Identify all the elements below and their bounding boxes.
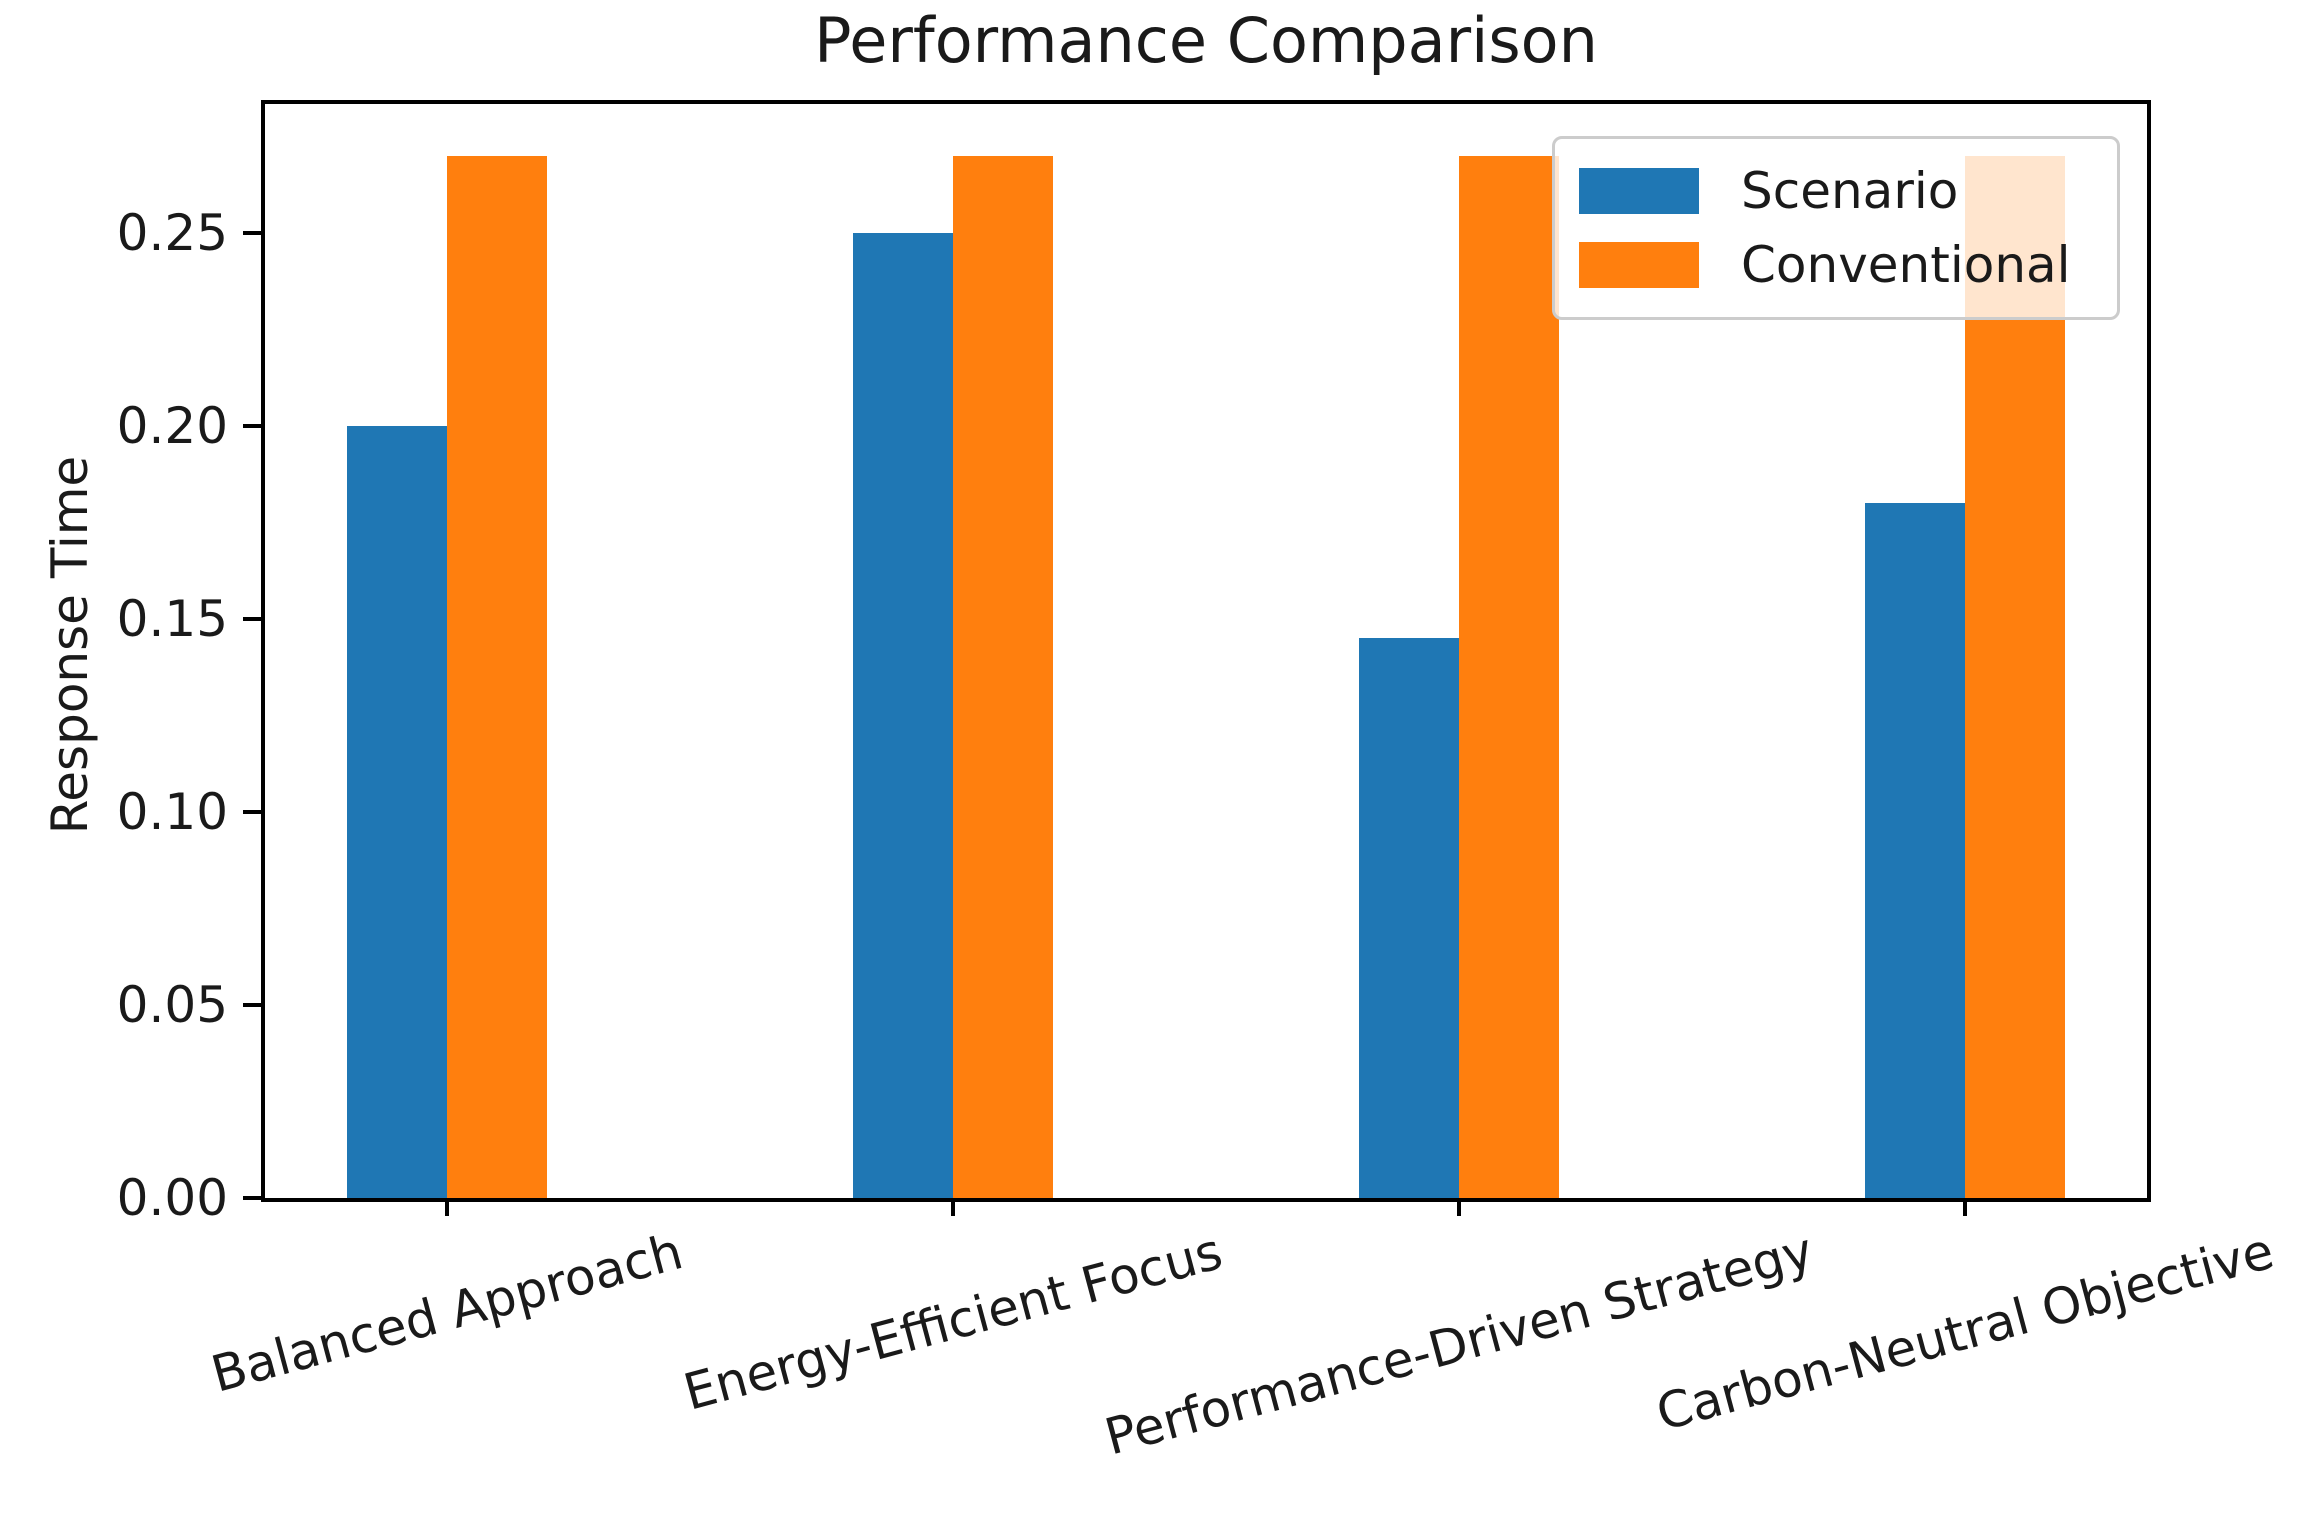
x-tick-label-0: Balanced Approach bbox=[205, 1222, 689, 1404]
legend-item-scenario: Scenario bbox=[1579, 162, 2093, 220]
y-tick-label-0.10: 0.10 bbox=[116, 783, 228, 842]
chart-title: Performance Comparison bbox=[814, 4, 1598, 77]
y-tick-mark-0.25 bbox=[243, 231, 261, 236]
y-tick-label-0.05: 0.05 bbox=[116, 976, 228, 1035]
x-tick-mark-3 bbox=[1963, 1198, 1967, 1216]
bar-conventional-1 bbox=[953, 156, 1053, 1198]
y-tick-mark-0.00 bbox=[243, 1196, 261, 1200]
bar-conventional-0 bbox=[447, 156, 547, 1198]
y-tick-label-0.25: 0.25 bbox=[116, 204, 228, 263]
x-tick-mark-0 bbox=[445, 1198, 449, 1216]
x-tick-mark-1 bbox=[951, 1198, 955, 1216]
bar-scenario-0 bbox=[347, 426, 447, 1198]
bar-scenario-1 bbox=[853, 233, 953, 1198]
y-tick-label-0.00: 0.00 bbox=[116, 1169, 228, 1227]
x-tick-mark-2 bbox=[1457, 1198, 1461, 1216]
legend-item-conventional: Conventional bbox=[1579, 236, 2093, 294]
y-tick-label-0.15: 0.15 bbox=[116, 590, 228, 649]
legend-swatch-conventional bbox=[1579, 242, 1699, 289]
x-tick-label-1: Energy-Efficient Focus bbox=[677, 1221, 1229, 1422]
y-tick-mark-0.10 bbox=[243, 810, 261, 815]
bar-scenario-3 bbox=[1865, 503, 1965, 1198]
bar-conventional-2 bbox=[1459, 156, 1559, 1198]
bar-conventional-3 bbox=[1965, 156, 2065, 1198]
legend: Scenario Conventional bbox=[1552, 136, 2120, 320]
y-tick-mark-0.20 bbox=[243, 424, 261, 429]
y-tick-mark-0.15 bbox=[243, 617, 261, 622]
y-tick-mark-0.05 bbox=[243, 1003, 261, 1008]
legend-label-scenario: Scenario bbox=[1741, 161, 1959, 220]
legend-label-conventional: Conventional bbox=[1741, 236, 2071, 295]
bar-scenario-2 bbox=[1359, 638, 1459, 1198]
legend-swatch-scenario bbox=[1579, 167, 1699, 214]
y-tick-label-0.20: 0.20 bbox=[116, 397, 228, 456]
